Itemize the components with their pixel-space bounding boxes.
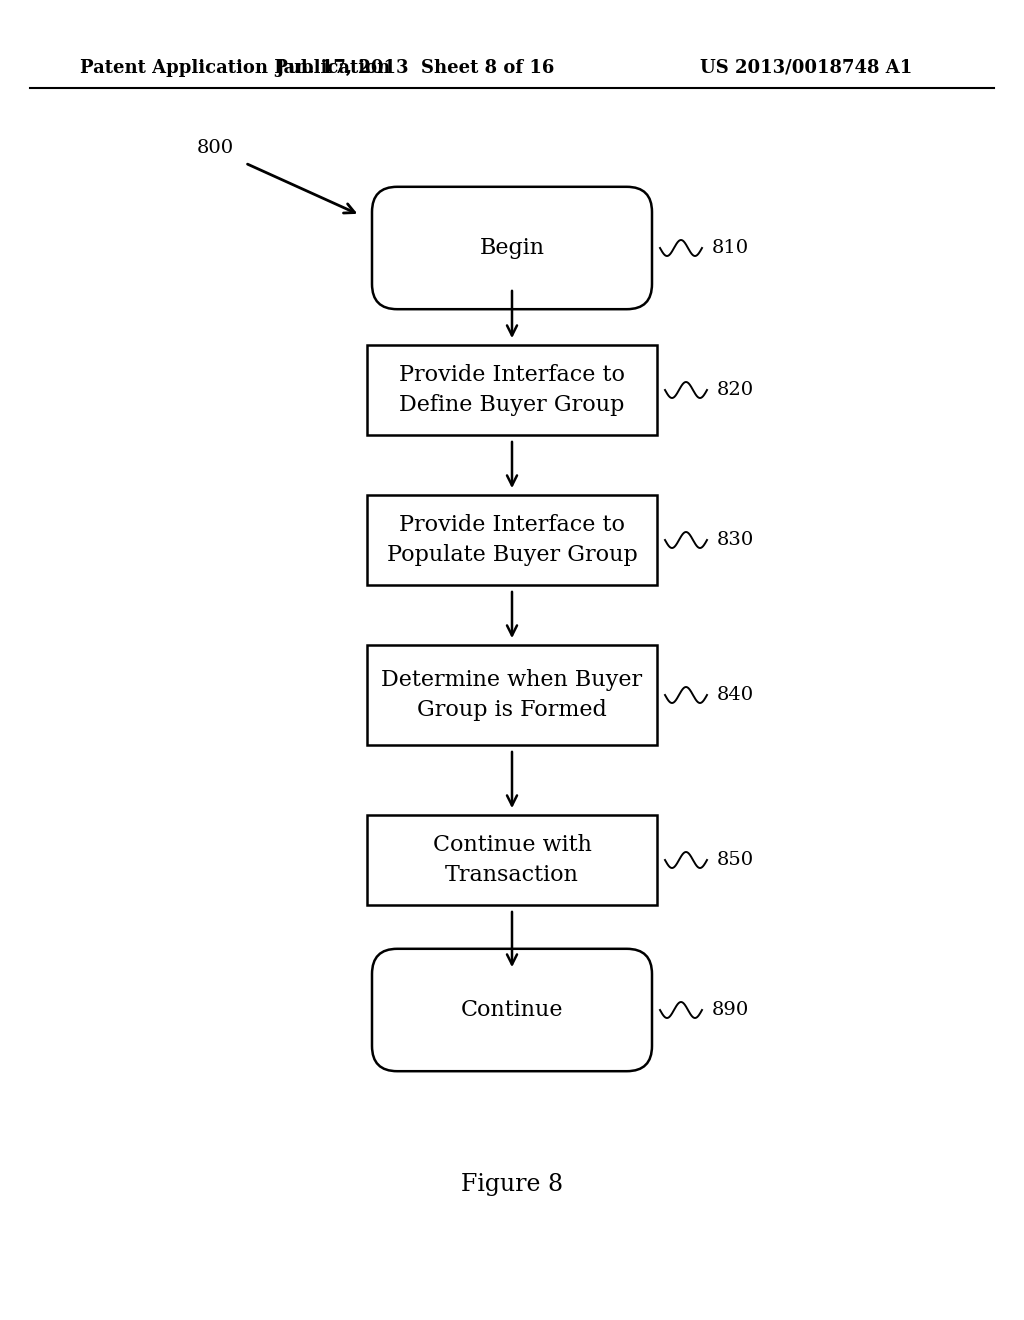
Text: Provide Interface to
Define Buyer Group: Provide Interface to Define Buyer Group	[399, 364, 625, 416]
Bar	[367, 814, 657, 906]
FancyBboxPatch shape	[372, 187, 652, 309]
Bar	[367, 645, 657, 744]
Text: Begin: Begin	[479, 238, 545, 259]
Text: Continue with
Transaction: Continue with Transaction	[432, 834, 592, 886]
Text: US 2013/0018748 A1: US 2013/0018748 A1	[700, 59, 912, 77]
Text: Patent Application Publication: Patent Application Publication	[80, 59, 390, 77]
Text: Provide Interface to
Populate Buyer Group: Provide Interface to Populate Buyer Grou…	[387, 513, 637, 566]
Bar	[367, 345, 657, 436]
Text: Jan. 17, 2013  Sheet 8 of 16: Jan. 17, 2013 Sheet 8 of 16	[275, 59, 555, 77]
Text: 810: 810	[712, 239, 750, 257]
Text: 820: 820	[717, 381, 754, 399]
Text: 850: 850	[717, 851, 754, 869]
Text: 830: 830	[717, 531, 755, 549]
Text: Continue: Continue	[461, 999, 563, 1020]
Text: Determine when Buyer
Group is Formed: Determine when Buyer Group is Formed	[381, 669, 643, 721]
Text: 800: 800	[197, 139, 233, 157]
Text: Figure 8: Figure 8	[461, 1173, 563, 1196]
Bar	[367, 495, 657, 585]
FancyBboxPatch shape	[372, 949, 652, 1072]
Text: 890: 890	[712, 1001, 750, 1019]
Text: 840: 840	[717, 686, 754, 704]
